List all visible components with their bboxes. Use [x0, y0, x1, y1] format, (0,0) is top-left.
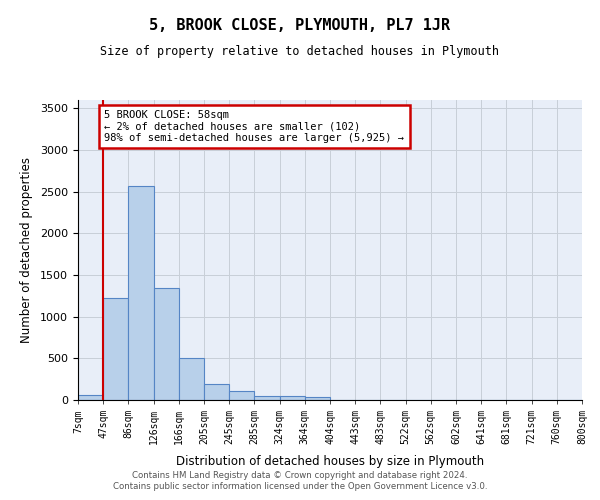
Text: 5, BROOK CLOSE, PLYMOUTH, PL7 1JR: 5, BROOK CLOSE, PLYMOUTH, PL7 1JR — [149, 18, 451, 32]
Bar — [128, 186, 154, 400]
Bar — [78, 396, 103, 400]
Bar — [254, 396, 280, 400]
Bar — [103, 298, 128, 400]
Bar — [305, 397, 330, 400]
Text: Contains public sector information licensed under the Open Government Licence v3: Contains public sector information licen… — [113, 482, 487, 491]
X-axis label: Distribution of detached houses by size in Plymouth: Distribution of detached houses by size … — [176, 456, 484, 468]
Bar — [229, 391, 254, 400]
Text: Size of property relative to detached houses in Plymouth: Size of property relative to detached ho… — [101, 45, 499, 58]
Y-axis label: Number of detached properties: Number of detached properties — [20, 157, 33, 343]
Bar — [204, 384, 229, 400]
Bar — [179, 358, 204, 400]
Text: Contains HM Land Registry data © Crown copyright and database right 2024.: Contains HM Land Registry data © Crown c… — [132, 471, 468, 480]
Bar — [154, 288, 179, 400]
Text: 5 BROOK CLOSE: 58sqm
← 2% of detached houses are smaller (102)
98% of semi-detac: 5 BROOK CLOSE: 58sqm ← 2% of detached ho… — [104, 110, 404, 144]
Bar — [280, 396, 305, 400]
